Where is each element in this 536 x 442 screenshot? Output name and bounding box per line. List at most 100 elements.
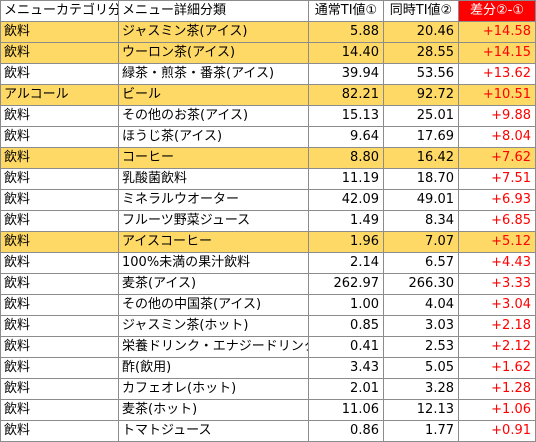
diff-cell[interactable]: +6.85 bbox=[458, 210, 536, 232]
simultaneous-ti-cell[interactable]: 25.01 bbox=[383, 105, 459, 127]
header-detail[interactable]: メニュー詳細分類 bbox=[118, 0, 309, 22]
category-cell[interactable]: 飲料 bbox=[0, 105, 119, 127]
detail-cell[interactable]: カフェオレ(ホット) bbox=[118, 378, 309, 400]
detail-cell[interactable]: トマトジュース bbox=[118, 420, 309, 442]
header-normal-ti[interactable]: 通常TI値① bbox=[308, 0, 384, 22]
category-cell[interactable]: 飲料 bbox=[0, 315, 119, 337]
detail-cell[interactable]: ジャスミン茶(ホット) bbox=[118, 315, 309, 337]
diff-cell[interactable]: +1.06 bbox=[458, 399, 536, 421]
normal-ti-cell[interactable]: 2.01 bbox=[308, 378, 384, 400]
detail-cell[interactable]: 乳酸菌飲料 bbox=[118, 168, 309, 190]
detail-cell[interactable]: フルーツ野菜ジュース bbox=[118, 210, 309, 232]
category-cell[interactable]: 飲料 bbox=[0, 168, 119, 190]
category-cell[interactable]: アルコール bbox=[0, 84, 119, 106]
detail-cell[interactable]: その他のお茶(アイス) bbox=[118, 105, 309, 127]
category-cell[interactable]: 飲料 bbox=[0, 21, 119, 43]
category-cell[interactable]: 飲料 bbox=[0, 63, 119, 85]
simultaneous-ti-cell[interactable]: 7.07 bbox=[383, 231, 459, 253]
normal-ti-cell[interactable]: 8.80 bbox=[308, 147, 384, 169]
category-cell[interactable]: 飲料 bbox=[0, 147, 119, 169]
simultaneous-ti-cell[interactable]: 4.04 bbox=[383, 294, 459, 316]
detail-cell[interactable]: 栄養ドリンク・エナジードリンク bbox=[118, 336, 309, 358]
normal-ti-cell[interactable]: 0.86 bbox=[308, 420, 384, 442]
diff-cell[interactable]: +1.28 bbox=[458, 378, 536, 400]
diff-cell[interactable]: +8.04 bbox=[458, 126, 536, 148]
normal-ti-cell[interactable]: 42.09 bbox=[308, 189, 384, 211]
detail-cell[interactable]: コーヒー bbox=[118, 147, 309, 169]
simultaneous-ti-cell[interactable]: 49.01 bbox=[383, 189, 459, 211]
normal-ti-cell[interactable]: 5.88 bbox=[308, 21, 384, 43]
detail-cell[interactable]: 100%未満の果汁飲料 bbox=[118, 252, 309, 274]
simultaneous-ti-cell[interactable]: 28.55 bbox=[383, 42, 459, 64]
detail-cell[interactable]: アイスコーヒー bbox=[118, 231, 309, 253]
detail-cell[interactable]: 麦茶(ホット) bbox=[118, 399, 309, 421]
normal-ti-cell[interactable]: 0.41 bbox=[308, 336, 384, 358]
diff-cell[interactable]: +5.12 bbox=[458, 231, 536, 253]
normal-ti-cell[interactable]: 1.96 bbox=[308, 231, 384, 253]
detail-cell[interactable]: 緑茶・煎茶・番茶(アイス) bbox=[118, 63, 309, 85]
simultaneous-ti-cell[interactable]: 92.72 bbox=[383, 84, 459, 106]
diff-cell[interactable]: +10.51 bbox=[458, 84, 536, 106]
simultaneous-ti-cell[interactable]: 6.57 bbox=[383, 252, 459, 274]
simultaneous-ti-cell[interactable]: 1.77 bbox=[383, 420, 459, 442]
simultaneous-ti-cell[interactable]: 5.05 bbox=[383, 357, 459, 379]
category-cell[interactable]: 飲料 bbox=[0, 126, 119, 148]
diff-cell[interactable]: +7.62 bbox=[458, 147, 536, 169]
category-cell[interactable]: 飲料 bbox=[0, 399, 119, 421]
normal-ti-cell[interactable]: 1.00 bbox=[308, 294, 384, 316]
category-cell[interactable]: 飲料 bbox=[0, 210, 119, 232]
diff-cell[interactable]: +14.58 bbox=[458, 21, 536, 43]
category-cell[interactable]: 飲料 bbox=[0, 189, 119, 211]
category-cell[interactable]: 飲料 bbox=[0, 294, 119, 316]
diff-cell[interactable]: +9.88 bbox=[458, 105, 536, 127]
header-simultaneous-ti[interactable]: 同時TI値② bbox=[383, 0, 459, 22]
header-diff[interactable]: 差分②-① bbox=[458, 0, 536, 22]
simultaneous-ti-cell[interactable]: 12.13 bbox=[383, 399, 459, 421]
diff-cell[interactable]: +3.04 bbox=[458, 294, 536, 316]
simultaneous-ti-cell[interactable]: 2.53 bbox=[383, 336, 459, 358]
normal-ti-cell[interactable]: 262.97 bbox=[308, 273, 384, 295]
diff-cell[interactable]: +2.18 bbox=[458, 315, 536, 337]
detail-cell[interactable]: ミネラルウオーター bbox=[118, 189, 309, 211]
normal-ti-cell[interactable]: 39.94 bbox=[308, 63, 384, 85]
simultaneous-ti-cell[interactable]: 17.69 bbox=[383, 126, 459, 148]
diff-cell[interactable]: +7.51 bbox=[458, 168, 536, 190]
simultaneous-ti-cell[interactable]: 3.03 bbox=[383, 315, 459, 337]
detail-cell[interactable]: 酢(飲用) bbox=[118, 357, 309, 379]
simultaneous-ti-cell[interactable]: 16.42 bbox=[383, 147, 459, 169]
simultaneous-ti-cell[interactable]: 20.46 bbox=[383, 21, 459, 43]
category-cell[interactable]: 飲料 bbox=[0, 336, 119, 358]
diff-cell[interactable]: +6.93 bbox=[458, 189, 536, 211]
simultaneous-ti-cell[interactable]: 8.34 bbox=[383, 210, 459, 232]
simultaneous-ti-cell[interactable]: 18.70 bbox=[383, 168, 459, 190]
detail-cell[interactable]: その他の中国茶(アイス) bbox=[118, 294, 309, 316]
diff-cell[interactable]: +2.12 bbox=[458, 336, 536, 358]
normal-ti-cell[interactable]: 2.14 bbox=[308, 252, 384, 274]
normal-ti-cell[interactable]: 82.21 bbox=[308, 84, 384, 106]
detail-cell[interactable]: ビール bbox=[118, 84, 309, 106]
category-cell[interactable]: 飲料 bbox=[0, 252, 119, 274]
diff-cell[interactable]: +3.33 bbox=[458, 273, 536, 295]
category-cell[interactable]: 飲料 bbox=[0, 42, 119, 64]
detail-cell[interactable]: ウーロン茶(アイス) bbox=[118, 42, 309, 64]
detail-cell[interactable]: ジャスミン茶(アイス) bbox=[118, 21, 309, 43]
diff-cell[interactable]: +13.62 bbox=[458, 63, 536, 85]
normal-ti-cell[interactable]: 11.06 bbox=[308, 399, 384, 421]
diff-cell[interactable]: +1.62 bbox=[458, 357, 536, 379]
normal-ti-cell[interactable]: 0.85 bbox=[308, 315, 384, 337]
category-cell[interactable]: 飲料 bbox=[0, 378, 119, 400]
simultaneous-ti-cell[interactable]: 53.56 bbox=[383, 63, 459, 85]
diff-cell[interactable]: +14.15 bbox=[458, 42, 536, 64]
detail-cell[interactable]: ほうじ茶(アイス) bbox=[118, 126, 309, 148]
normal-ti-cell[interactable]: 9.64 bbox=[308, 126, 384, 148]
diff-cell[interactable]: +0.91 bbox=[458, 420, 536, 442]
category-cell[interactable]: 飲料 bbox=[0, 420, 119, 442]
normal-ti-cell[interactable]: 3.43 bbox=[308, 357, 384, 379]
normal-ti-cell[interactable]: 15.13 bbox=[308, 105, 384, 127]
normal-ti-cell[interactable]: 11.19 bbox=[308, 168, 384, 190]
normal-ti-cell[interactable]: 1.49 bbox=[308, 210, 384, 232]
category-cell[interactable]: 飲料 bbox=[0, 273, 119, 295]
category-cell[interactable]: 飲料 bbox=[0, 231, 119, 253]
category-cell[interactable]: 飲料 bbox=[0, 357, 119, 379]
detail-cell[interactable]: 麦茶(アイス) bbox=[118, 273, 309, 295]
